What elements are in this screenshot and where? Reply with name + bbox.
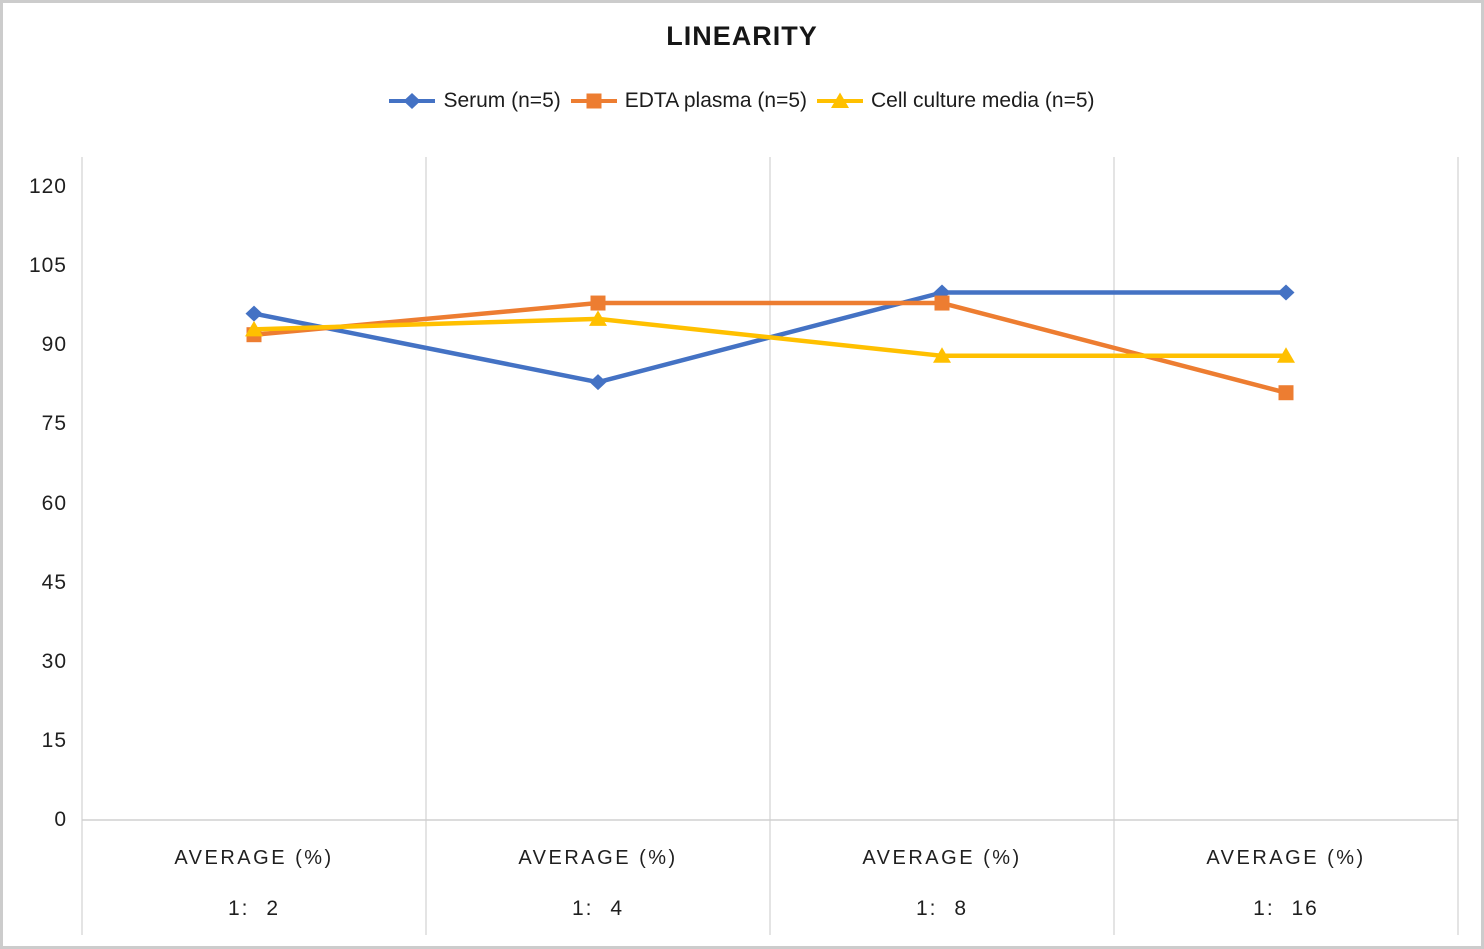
y-tick-label: 45 xyxy=(41,570,67,594)
legend: Serum (n=5) EDTA plasma (n=5) Cell cultu… xyxy=(3,89,1481,113)
y-tick-label: 105 xyxy=(28,254,67,278)
legend-item-serum: Serum (n=5) xyxy=(389,89,561,113)
x-category-label-top: AVERAGE (%) xyxy=(862,847,1022,869)
serum-line-marker-icon xyxy=(389,93,436,109)
x-category-label-top: AVERAGE (%) xyxy=(1206,847,1366,869)
y-tick-label: 60 xyxy=(41,491,67,515)
legend-item-cell-culture-media: Cell culture media (n=5) xyxy=(817,89,1095,113)
plot-area xyxy=(81,157,1459,935)
data-point-1-1 xyxy=(590,295,606,311)
legend-label-cell-culture-media: Cell culture media (n=5) xyxy=(871,89,1095,112)
y-tick-label: 120 xyxy=(28,175,67,198)
data-point-2-1 xyxy=(589,310,607,326)
x-category-label-top: AVERAGE (%) xyxy=(174,847,334,869)
legend-item-edta-plasma: EDTA plasma (n=5) xyxy=(570,89,808,113)
y-tick-label: 30 xyxy=(41,649,67,673)
x-category-label-top: AVERAGE (%) xyxy=(518,847,678,869)
chart-title: LINEARITY xyxy=(666,21,818,51)
legend-label-edta-plasma: EDTA plasma (n=5) xyxy=(624,89,808,112)
series-line-1 xyxy=(251,300,1289,395)
x-category-label-ratio: 1: 2 xyxy=(227,897,281,920)
data-point-2-0 xyxy=(245,320,263,337)
x-category-label-ratio: 1: 16 xyxy=(1253,897,1319,920)
series-line-2 xyxy=(251,316,1289,359)
diamond-marker-glyph xyxy=(403,93,421,109)
legend-label-serum: Serum (n=5) xyxy=(443,89,561,112)
data-point-2-3 xyxy=(1277,347,1295,363)
data-point-0-1 xyxy=(589,374,607,391)
data-point-1-3 xyxy=(1278,385,1294,401)
x-category-label-ratio: 1: 8 xyxy=(915,897,969,920)
cell-culture-media-line-marker-icon xyxy=(817,92,864,108)
y-tick-label: 15 xyxy=(41,728,67,752)
triangle-marker-glyph xyxy=(831,92,850,108)
data-point-0-0 xyxy=(245,305,263,322)
data-point-0-3 xyxy=(1277,284,1295,301)
edta-plasma-line-marker-icon xyxy=(570,93,617,109)
data-point-1-2 xyxy=(934,295,950,311)
square-marker-glyph xyxy=(586,93,602,109)
y-tick-label: 90 xyxy=(41,333,67,357)
y-tick-label: 75 xyxy=(41,412,67,436)
y-tick-label: 0 xyxy=(54,808,67,831)
data-point-2-2 xyxy=(933,347,951,363)
x-category-label-ratio: 1: 4 xyxy=(571,897,625,920)
